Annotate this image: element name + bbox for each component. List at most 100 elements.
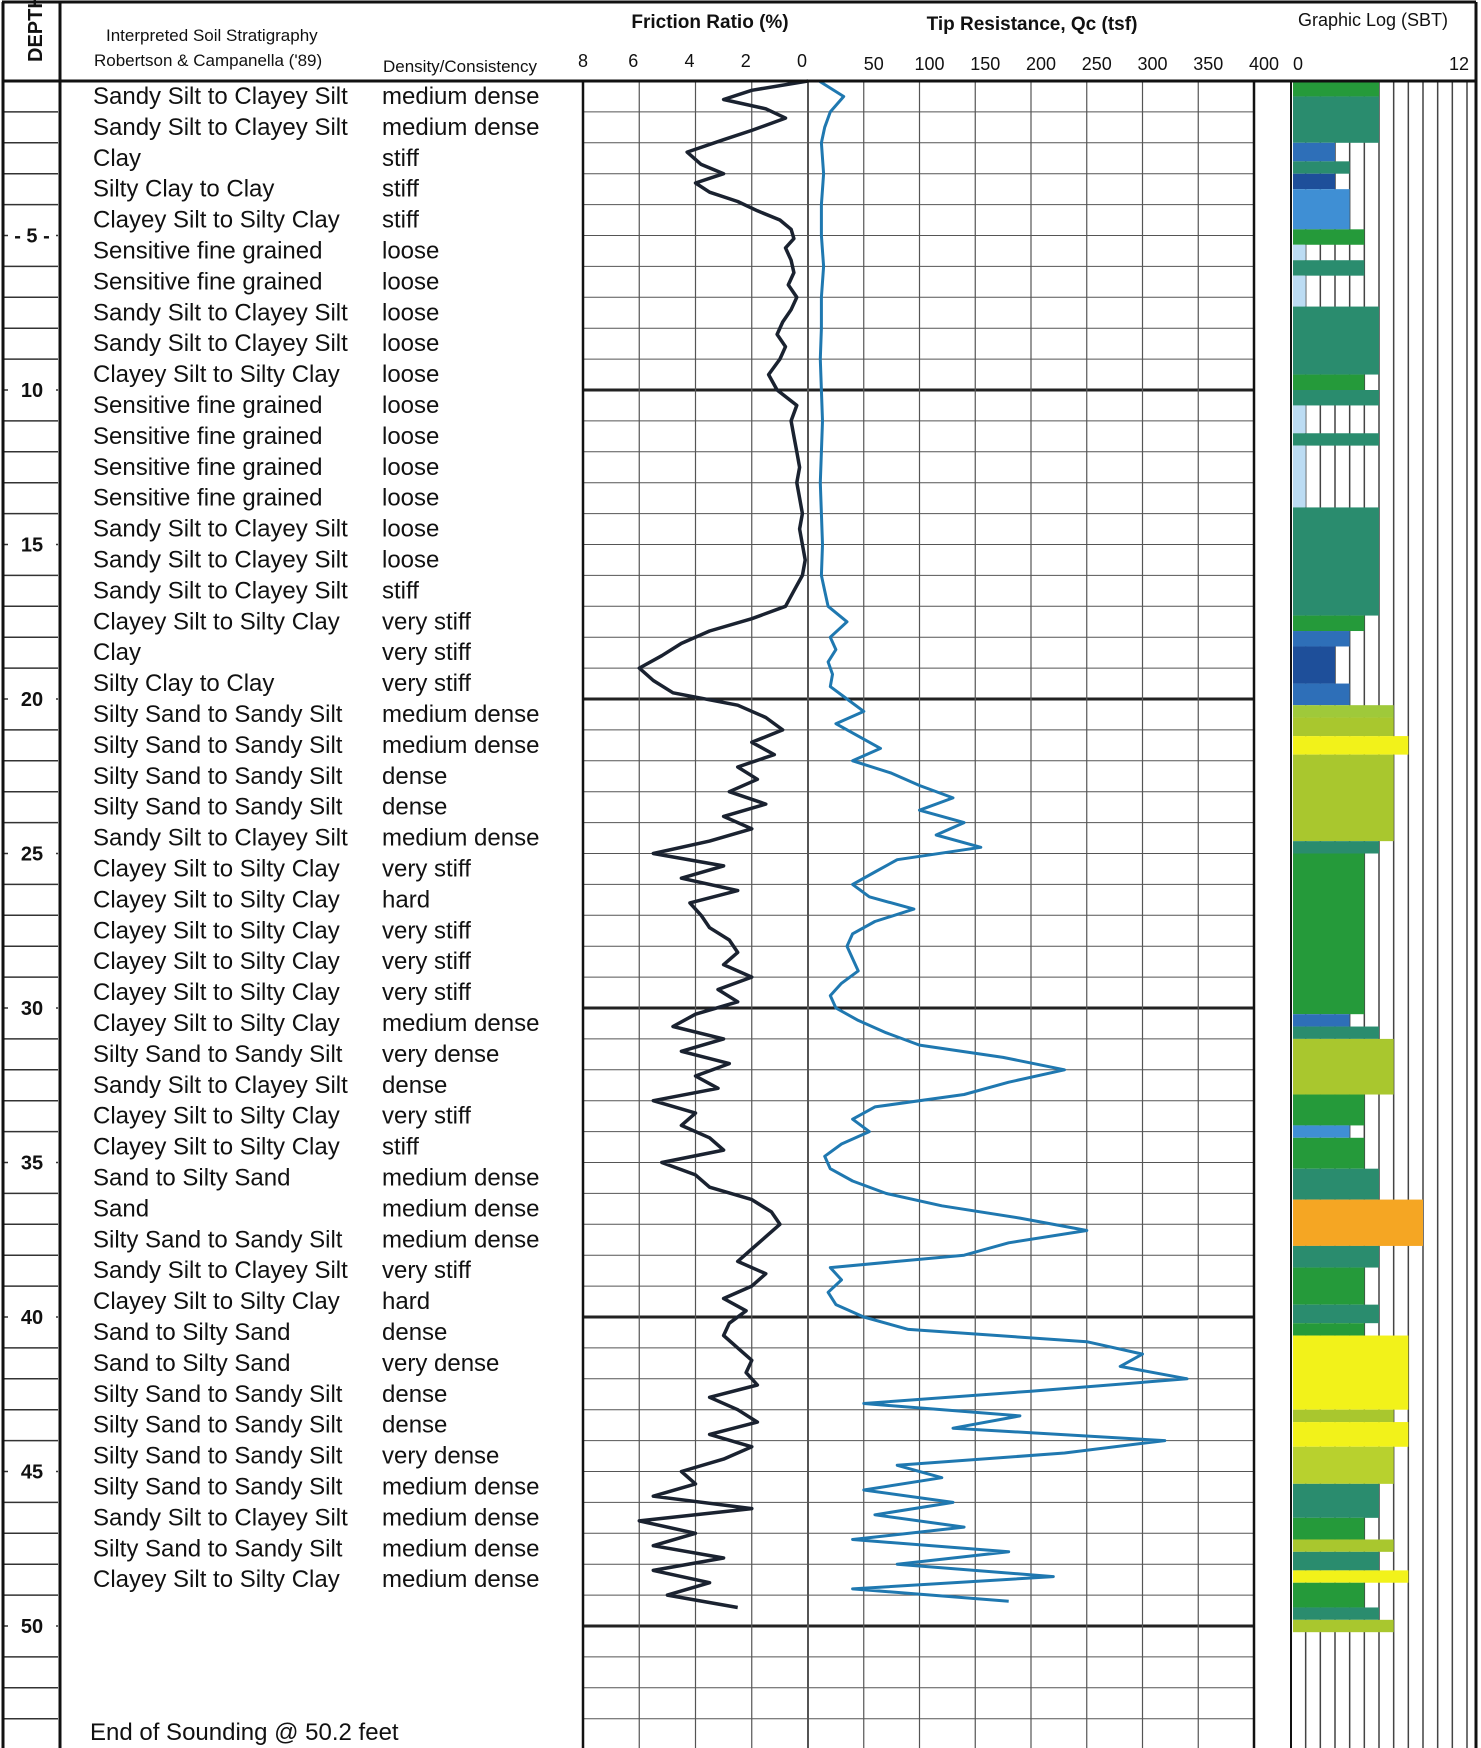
depth-label-bg [8, 995, 56, 1021]
soil-type-label: Silty Sand to Sandy Silt [93, 1535, 343, 1562]
density-label: dense [382, 1381, 447, 1408]
soil-type-label: Silty Sand to Sandy Silt [93, 1226, 343, 1253]
density-label: medium dense [382, 701, 539, 728]
density-label: medium dense [382, 1535, 539, 1562]
sbt-layer-bar [1293, 229, 1365, 245]
sbt-layer-bar [1293, 1094, 1365, 1126]
density-label: very stiff [382, 670, 471, 697]
sbt-layer-bar [1293, 1517, 1365, 1540]
soil-type-label: Sandy Silt to Clayey Silt [93, 547, 348, 574]
graphic-log-title: Graphic Log (SBT) [1298, 10, 1448, 30]
density-label: loose [382, 485, 439, 512]
density-label: very dense [382, 1350, 499, 1377]
density-label: medium dense [382, 1474, 539, 1501]
sbt-layer-bar [1293, 1125, 1350, 1138]
depth-column: - 5 - 10 15 20 25 30 35 40 45 50 [4, 111, 58, 1720]
stratigraphy-header-line1: Interpreted Soil Stratigraphy [106, 26, 318, 45]
soil-type-label: Silty Sand to Sandy Silt [93, 763, 343, 790]
soil-type-label: Sandy Silt to Clayey Silt [93, 299, 348, 326]
sbt-layer-bar [1293, 445, 1306, 508]
sbt-layer-bar [1293, 1619, 1394, 1633]
sbt-layer-bar [1293, 306, 1379, 375]
sbt-layer-bar [1293, 81, 1379, 97]
density-label: loose [382, 299, 439, 326]
sbt-layer-bar [1293, 1607, 1379, 1620]
sbt-layer-bar [1293, 631, 1350, 647]
depth-label-bg [8, 686, 56, 712]
density-label: dense [382, 1319, 447, 1346]
density-label: medium dense [382, 1010, 539, 1037]
density-label: very dense [382, 1041, 499, 1068]
soil-type-label: Sensitive fine grained [93, 238, 322, 265]
end-of-sounding: End of Sounding @ 50.2 feet [90, 1719, 399, 1746]
density-label: loose [382, 268, 439, 295]
sbt-layer-bar [1293, 433, 1379, 446]
density-label: medium dense [382, 1195, 539, 1222]
depth-tick-label: 30 [21, 998, 43, 1020]
sbt-layer-bar [1293, 1409, 1394, 1423]
depth-label-bg [8, 840, 56, 867]
soil-type-label: Silty Sand to Sandy Silt [93, 701, 343, 728]
density-label: loose [382, 516, 439, 543]
soil-type-label: Silty Sand to Sandy Silt [93, 1474, 343, 1501]
density-label: dense [382, 1072, 447, 1099]
density-label: medium dense [382, 825, 539, 852]
depth-label-bg [8, 1304, 56, 1330]
soil-type-label: Clayey Silt to Silty Clay [93, 1103, 340, 1130]
sbt-layer-bar [1293, 1335, 1409, 1410]
tip-resistance-tick-label: 200 [1026, 54, 1056, 74]
depth-label-bg [8, 531, 56, 558]
sbt-layer-bar [1293, 683, 1350, 706]
soil-type-label: Silty Sand to Sandy Silt [93, 732, 343, 759]
soil-type-label: Clayey Silt to Silty Clay [93, 1566, 340, 1593]
sbt-layer-bar [1293, 1245, 1379, 1268]
sbt-layer-bar [1293, 189, 1350, 230]
sbt-layer-bar [1293, 717, 1394, 737]
depth-tick-label: 10 [21, 380, 43, 402]
soil-type-label: Silty Sand to Sandy Silt [93, 1381, 343, 1408]
sbt-layer-bar [1293, 841, 1379, 854]
depth-tick-label: 35 [21, 1153, 43, 1175]
sbt-layer-bar [1293, 390, 1379, 406]
tip-resistance-tick-label: 250 [1082, 54, 1112, 74]
soil-type-label: Clayey Silt to Silty Clay [93, 1010, 340, 1037]
density-label: medium dense [382, 1504, 539, 1531]
depth-tick-label: 40 [21, 1307, 43, 1329]
soil-type-label: Sensitive fine grained [93, 268, 322, 295]
density-label: dense [382, 1412, 447, 1439]
tip-resistance-title: Tip Resistance, Qc (tsf) [927, 14, 1138, 35]
depth-tick-label: 45 [21, 1462, 43, 1484]
density-label: very stiff [382, 979, 471, 1006]
soil-type-label: Sandy Silt to Clayey Silt [93, 83, 348, 110]
friction-ratio-title: Friction Ratio (%) [631, 12, 788, 33]
density-label: stiff [382, 1134, 419, 1161]
sbt-layer-bar [1293, 1483, 1379, 1518]
sbt-layer-bar [1293, 1026, 1379, 1039]
density-label: dense [382, 794, 447, 821]
tip-resistance-tick-label: 100 [914, 54, 944, 74]
sbt-layer-bar [1293, 1014, 1350, 1027]
density-label: very dense [382, 1443, 499, 1470]
soil-type-label: Clay [93, 145, 141, 172]
soil-type-label: Sandy Silt to Clayey Silt [93, 516, 348, 543]
density-label: very stiff [382, 948, 471, 975]
sbt-layer-bar [1293, 1422, 1409, 1447]
friction-ratio-tick-label: 4 [684, 51, 694, 71]
soil-type-label: Sand to Silty Sand [93, 1350, 290, 1377]
sbt-layer-bar [1293, 161, 1350, 174]
density-label: medium dense [382, 1226, 539, 1253]
soil-type-label: Clay [93, 639, 141, 666]
stratigraphy-rows: Sandy Silt to Clayey Silt medium dense San… [93, 83, 539, 1593]
friction-ratio-tick-label: 6 [628, 51, 638, 71]
sbt-layer-bar [1293, 405, 1306, 434]
depth-axis-label: DEPTH [25, 0, 47, 62]
soil-type-label: Sandy Silt to Clayey Silt [93, 825, 348, 852]
soil-type-label: Clayey Silt to Silty Clay [93, 856, 340, 883]
density-label: medium dense [382, 83, 539, 110]
stratigraphy-header-line2: Robertson & Campanella ('89) [94, 51, 322, 70]
sbt-layer-bar [1293, 646, 1335, 684]
density-label: very stiff [382, 608, 471, 635]
graphic-log-tick-label: 0 [1293, 54, 1303, 74]
axis-tick-labels: 8 6 4 2 0 50 100 150 200 250 300 350 400 0 12 [578, 51, 1469, 74]
